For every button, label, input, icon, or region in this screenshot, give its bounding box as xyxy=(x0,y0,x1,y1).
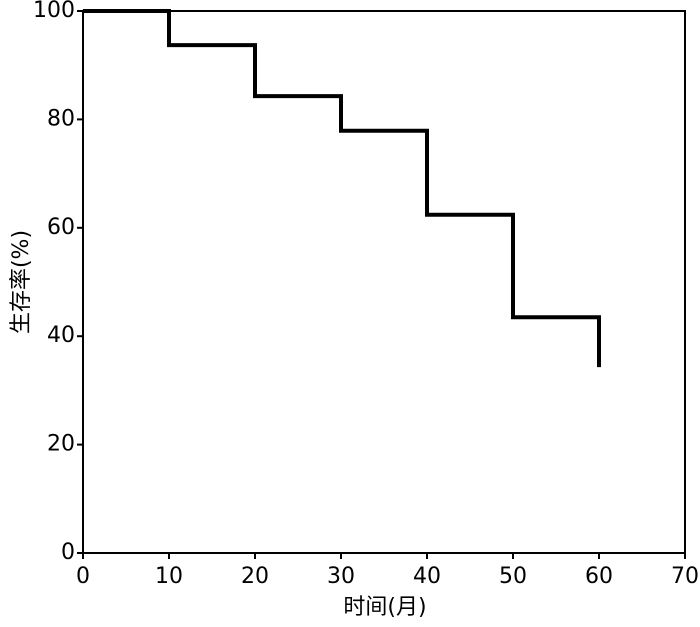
plot-frame xyxy=(82,10,686,554)
x-tick-label: 30 xyxy=(327,564,355,589)
y-tick-label: 100 xyxy=(33,0,75,23)
y-tick-label: 40 xyxy=(47,323,75,348)
y-tick-label: 80 xyxy=(47,106,75,131)
y-tick-label: 0 xyxy=(61,540,75,565)
y-tick-label: 20 xyxy=(47,432,75,457)
x-tick-label: 50 xyxy=(499,564,527,589)
x-tick-label: 40 xyxy=(413,564,441,589)
x-axis-label: 时间(月) xyxy=(343,595,426,620)
x-tick-label: 70 xyxy=(671,564,699,589)
x-tick-label: 20 xyxy=(241,564,269,589)
x-tick-label: 0 xyxy=(76,564,90,589)
y-axis-label: 生存率(%) xyxy=(9,230,34,334)
x-tick-label: 60 xyxy=(585,564,613,589)
y-tick-label: 60 xyxy=(47,215,75,240)
survival-curve xyxy=(83,9,601,368)
x-tick-label: 10 xyxy=(155,564,183,589)
